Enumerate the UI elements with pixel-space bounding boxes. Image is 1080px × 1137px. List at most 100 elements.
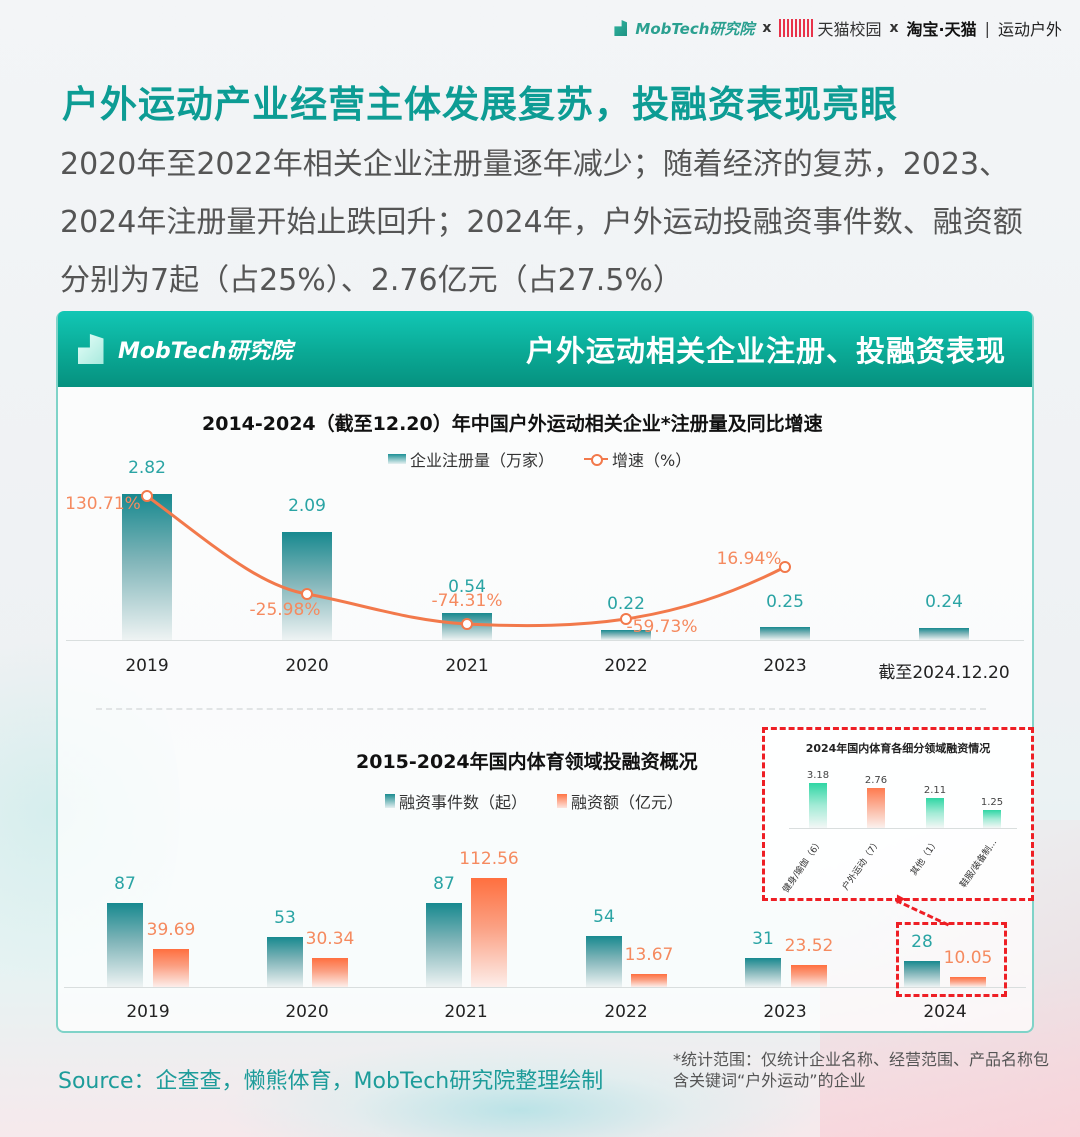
value-label: 3.18 [806, 770, 830, 781]
x-axis-label: 健身/瑜伽（6） [781, 837, 826, 895]
x-axis-label: 2019 [126, 1002, 170, 1022]
x-axis-line [789, 828, 1017, 829]
bar-registrations-2024 [919, 628, 969, 640]
growth-label: 130.71% [65, 494, 141, 514]
value-label: 0.22 [607, 594, 645, 614]
legend-item-deal-count: 融资事件数（起） [385, 789, 527, 813]
mobtech-logo: MobTech研究院 [614, 18, 754, 39]
footnote: *统计范围：仅统计企业名称、经营范围、产品名称包含关键词“户外运动”的企业 [673, 1050, 1050, 1090]
x-axis-label: 2023 [763, 1002, 807, 1022]
bar-registrations-2019 [122, 494, 172, 640]
chart2-title: 2015-2024年国内体育领域投融资概况 [356, 751, 698, 773]
value-label: 39.69 [146, 920, 196, 940]
growth-label: 16.94% [716, 549, 782, 569]
logo-separator-x: x [889, 20, 899, 36]
x-axis-label: 截至2024.12.20 [878, 663, 1010, 683]
growth-label: -74.31% [431, 591, 503, 611]
x-axis-label: 户外运动（7） [841, 837, 884, 893]
value-label: 0.24 [925, 592, 963, 612]
taobao-tmall-logo: 淘宝·天猫 [906, 20, 977, 39]
bar-deal-amount-2022 [631, 974, 667, 987]
x-axis-line [66, 640, 1024, 641]
bar-deal-count-2021 [426, 903, 462, 987]
legend-item-registrations: 企业注册量（万家） [388, 447, 554, 471]
section-divider [96, 708, 986, 710]
bar-deal-amount-2024 [950, 977, 986, 987]
source-text: Source：企查查，懒熊体育，MobTech研究院整理绘制 [58, 1069, 604, 1094]
bar-deal-amount-2020 [312, 958, 348, 987]
bar-fitness-yoga [809, 783, 827, 828]
x-axis-label: 2023 [763, 656, 807, 676]
card-header: MobTech研究院 户外运动相关企业注册、投融资表现 [58, 311, 1032, 387]
growth-label: -25.98% [249, 600, 321, 620]
bar-apparel-equipment [983, 810, 1001, 828]
bar-deal-amount-2023 [791, 965, 827, 987]
value-label: 87 [433, 874, 455, 894]
bar-deal-amount-2021 [471, 878, 507, 987]
bar-registrations-2023 [760, 627, 810, 640]
bar-deal-amount-2019 [153, 949, 189, 987]
bar-deal-count-2019 [107, 903, 143, 987]
x-axis-label: 2021 [445, 656, 489, 676]
value-label: 53 [274, 908, 296, 928]
bar-deal-count-2022 [586, 936, 622, 987]
x-axis-label: 2020 [285, 1002, 329, 1022]
x-axis-line [64, 987, 1026, 988]
legend-label: 融资额（亿元） [571, 793, 684, 812]
chart-card: MobTech研究院 户外运动相关企业注册、投融资表现 2014-2024（截至… [56, 311, 1034, 1033]
bar-swatch-icon [385, 794, 395, 808]
value-label: 13.67 [624, 945, 674, 965]
card-logo-text: MobTech研究院 [118, 339, 293, 364]
inset-chart-title: 2024年国内体育各细分领域融资情况 [805, 742, 991, 755]
chart2-plot: 87 39.69 53 30.34 87 112.56 54 13.67 31 … [58, 311, 1032, 1033]
x-axis-label: 2019 [125, 656, 169, 676]
value-label: 54 [593, 907, 615, 927]
legend-label: 增速（%） [612, 451, 692, 470]
x-axis-label: 2021 [444, 1002, 488, 1022]
summary-text: 2020年至2022年相关企业注册量逐年减少；随着经济的复苏，2023、2024… [60, 147, 1023, 298]
x-axis-label: 2022 [604, 656, 648, 676]
chart2-legend: 融资事件数（起） 融资额（亿元） [385, 789, 683, 813]
logo-separator-x: x [762, 20, 772, 36]
value-label: 2.82 [128, 458, 166, 478]
outdoor-sports-logo: 运动户外 [997, 20, 1062, 39]
x-axis-label: 2022 [604, 1002, 648, 1022]
bar-deal-count-2023 [745, 958, 781, 987]
legend-item-deal-amount: 融资额（亿元） [557, 789, 683, 813]
bar-registrations-2020 [282, 532, 332, 640]
chart1-title: 2014-2024（截至12.20）年中国户外运动相关企业*注册量及同比增速 [202, 413, 823, 435]
value-label: 112.56 [459, 849, 519, 869]
highlight-box-2024 [896, 922, 1007, 997]
value-label: 2.76 [864, 775, 888, 786]
growth-label: -59.73% [626, 617, 698, 637]
chart1-legend: 企业注册量（万家） 增速（%） [388, 447, 691, 471]
value-label: 1.25 [980, 797, 1004, 808]
value-label: 2.09 [288, 496, 326, 516]
bar-deal-count-2024 [904, 961, 940, 987]
legend-item-growth: 增速（%） [584, 447, 691, 471]
bar-registrations-2022 [601, 630, 651, 640]
value-label: 0.54 [448, 577, 486, 597]
page-headline: 户外运动产业经营主体发展复苏，投融资表现亮眼 [62, 83, 898, 126]
value-label: 87 [114, 874, 136, 894]
tmall-campus-logo: 天猫校园 [779, 16, 881, 40]
value-label: 10.05 [943, 948, 993, 968]
bar-swatch-icon [388, 454, 406, 464]
legend-label: 融资事件数（起） [399, 793, 528, 812]
tmall-bars-icon [779, 19, 814, 37]
mobtech-building-icon [614, 20, 628, 36]
logo-divider: | [984, 18, 990, 38]
x-axis-label: 2024 [923, 1002, 967, 1022]
card-title: 户外运动相关企业注册、投融资表现 [525, 334, 1006, 368]
growth-line [141, 490, 791, 630]
mobtech-logo-text: MobTech研究院 [635, 19, 755, 38]
value-label: 2.11 [923, 785, 947, 796]
inset-chart-2024-segments: 2024年国内体育各细分领域融资情况 3.18 2.76 2.11 1.25 健… [762, 727, 1034, 901]
x-axis-label: 2020 [285, 656, 329, 676]
chart1-plot: 2.82 2.09 0.54 0.22 0.25 0.24 130.71% -2… [58, 311, 1032, 711]
value-label: 28 [911, 932, 933, 952]
bar-outdoor-sports [867, 788, 885, 828]
bar-swatch-icon [557, 794, 568, 808]
value-label: 23.52 [784, 936, 834, 956]
value-label: 30.34 [305, 929, 355, 949]
